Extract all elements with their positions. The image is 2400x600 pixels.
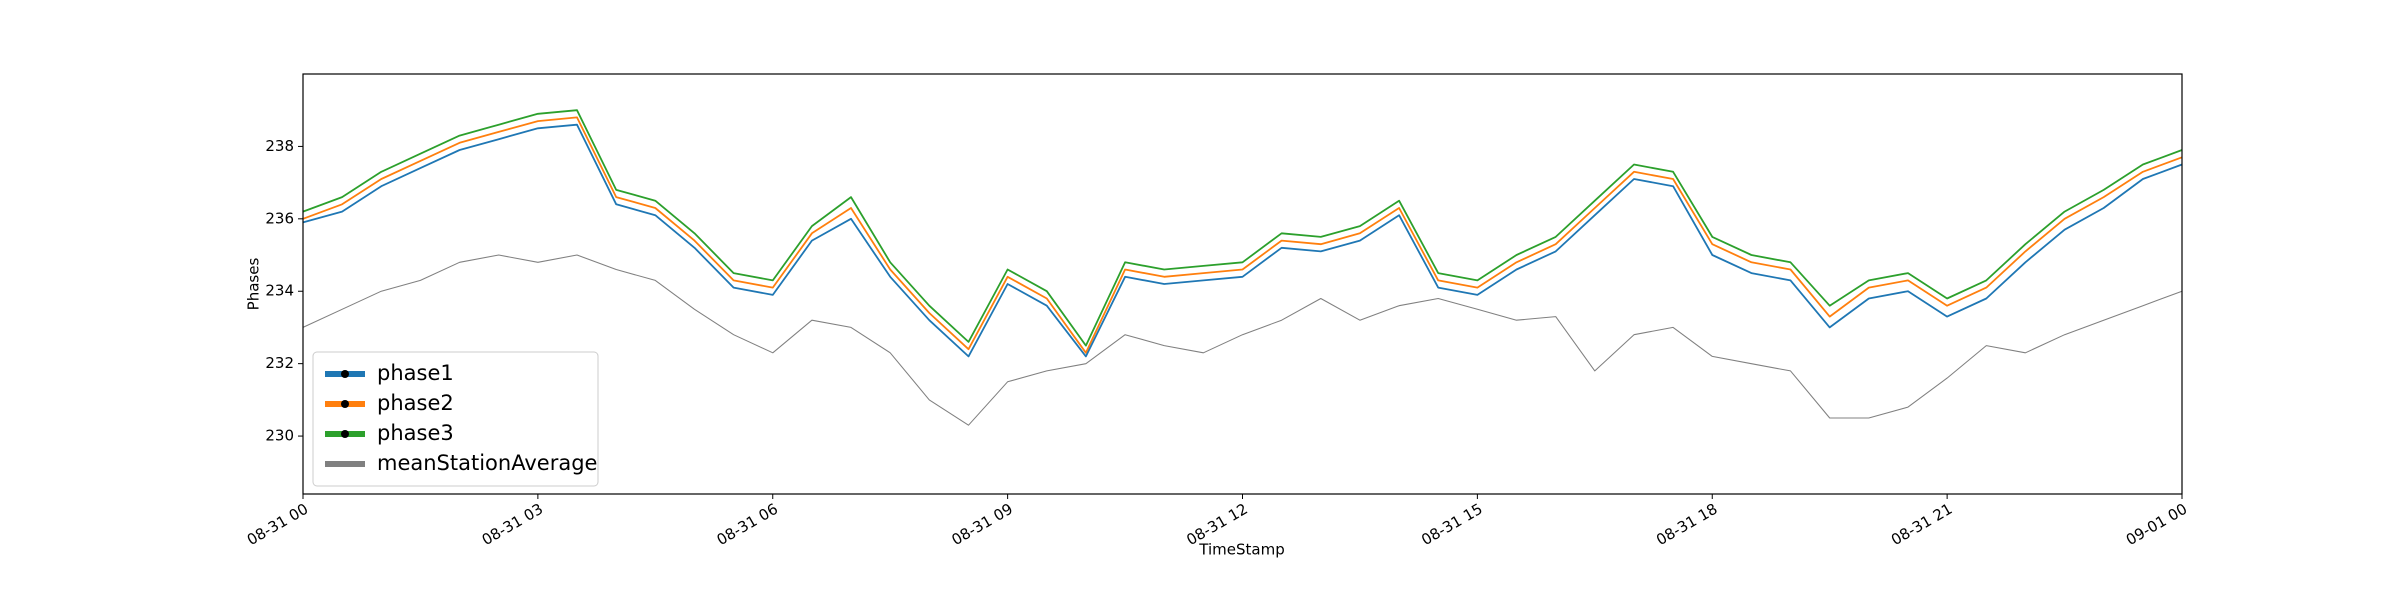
x-tick-label: 08-31 21	[1888, 500, 1955, 549]
legend-label: meanStationAverage	[377, 451, 597, 475]
x-axis-label: TimeStamp	[1198, 541, 1284, 559]
series-line	[302, 116, 2183, 354]
y-tick-label: 236	[265, 209, 294, 227]
y-tick-label: 238	[265, 137, 294, 155]
y-axis-label: Phases	[245, 258, 263, 311]
series-line	[302, 254, 2183, 426]
x-tick-label: 08-31 06	[714, 500, 781, 549]
x-tick-label: 08-31 18	[1653, 500, 1720, 549]
legend-label: phase2	[377, 391, 454, 415]
x-tick-label: 08-31 00	[244, 500, 311, 549]
series-line	[302, 109, 2183, 347]
legend-label: phase3	[377, 421, 454, 445]
y-tick-label: 232	[265, 354, 294, 372]
x-tick-label: 08-31 03	[479, 500, 546, 549]
x-tick-label: 08-31 09	[948, 500, 1015, 549]
legend-label: phase1	[377, 361, 454, 385]
legend-marker	[341, 370, 349, 378]
y-tick-label: 230	[265, 427, 294, 445]
x-tick-label: 09-01 00	[2123, 500, 2190, 549]
x-tick-label: 08-31 15	[1418, 500, 1485, 549]
series-line	[302, 123, 2183, 358]
legend-marker	[341, 400, 349, 408]
plot-frame	[302, 73, 2183, 495]
legend-marker	[341, 430, 349, 438]
legend-box	[312, 351, 599, 487]
y-tick-label: 234	[265, 282, 294, 300]
